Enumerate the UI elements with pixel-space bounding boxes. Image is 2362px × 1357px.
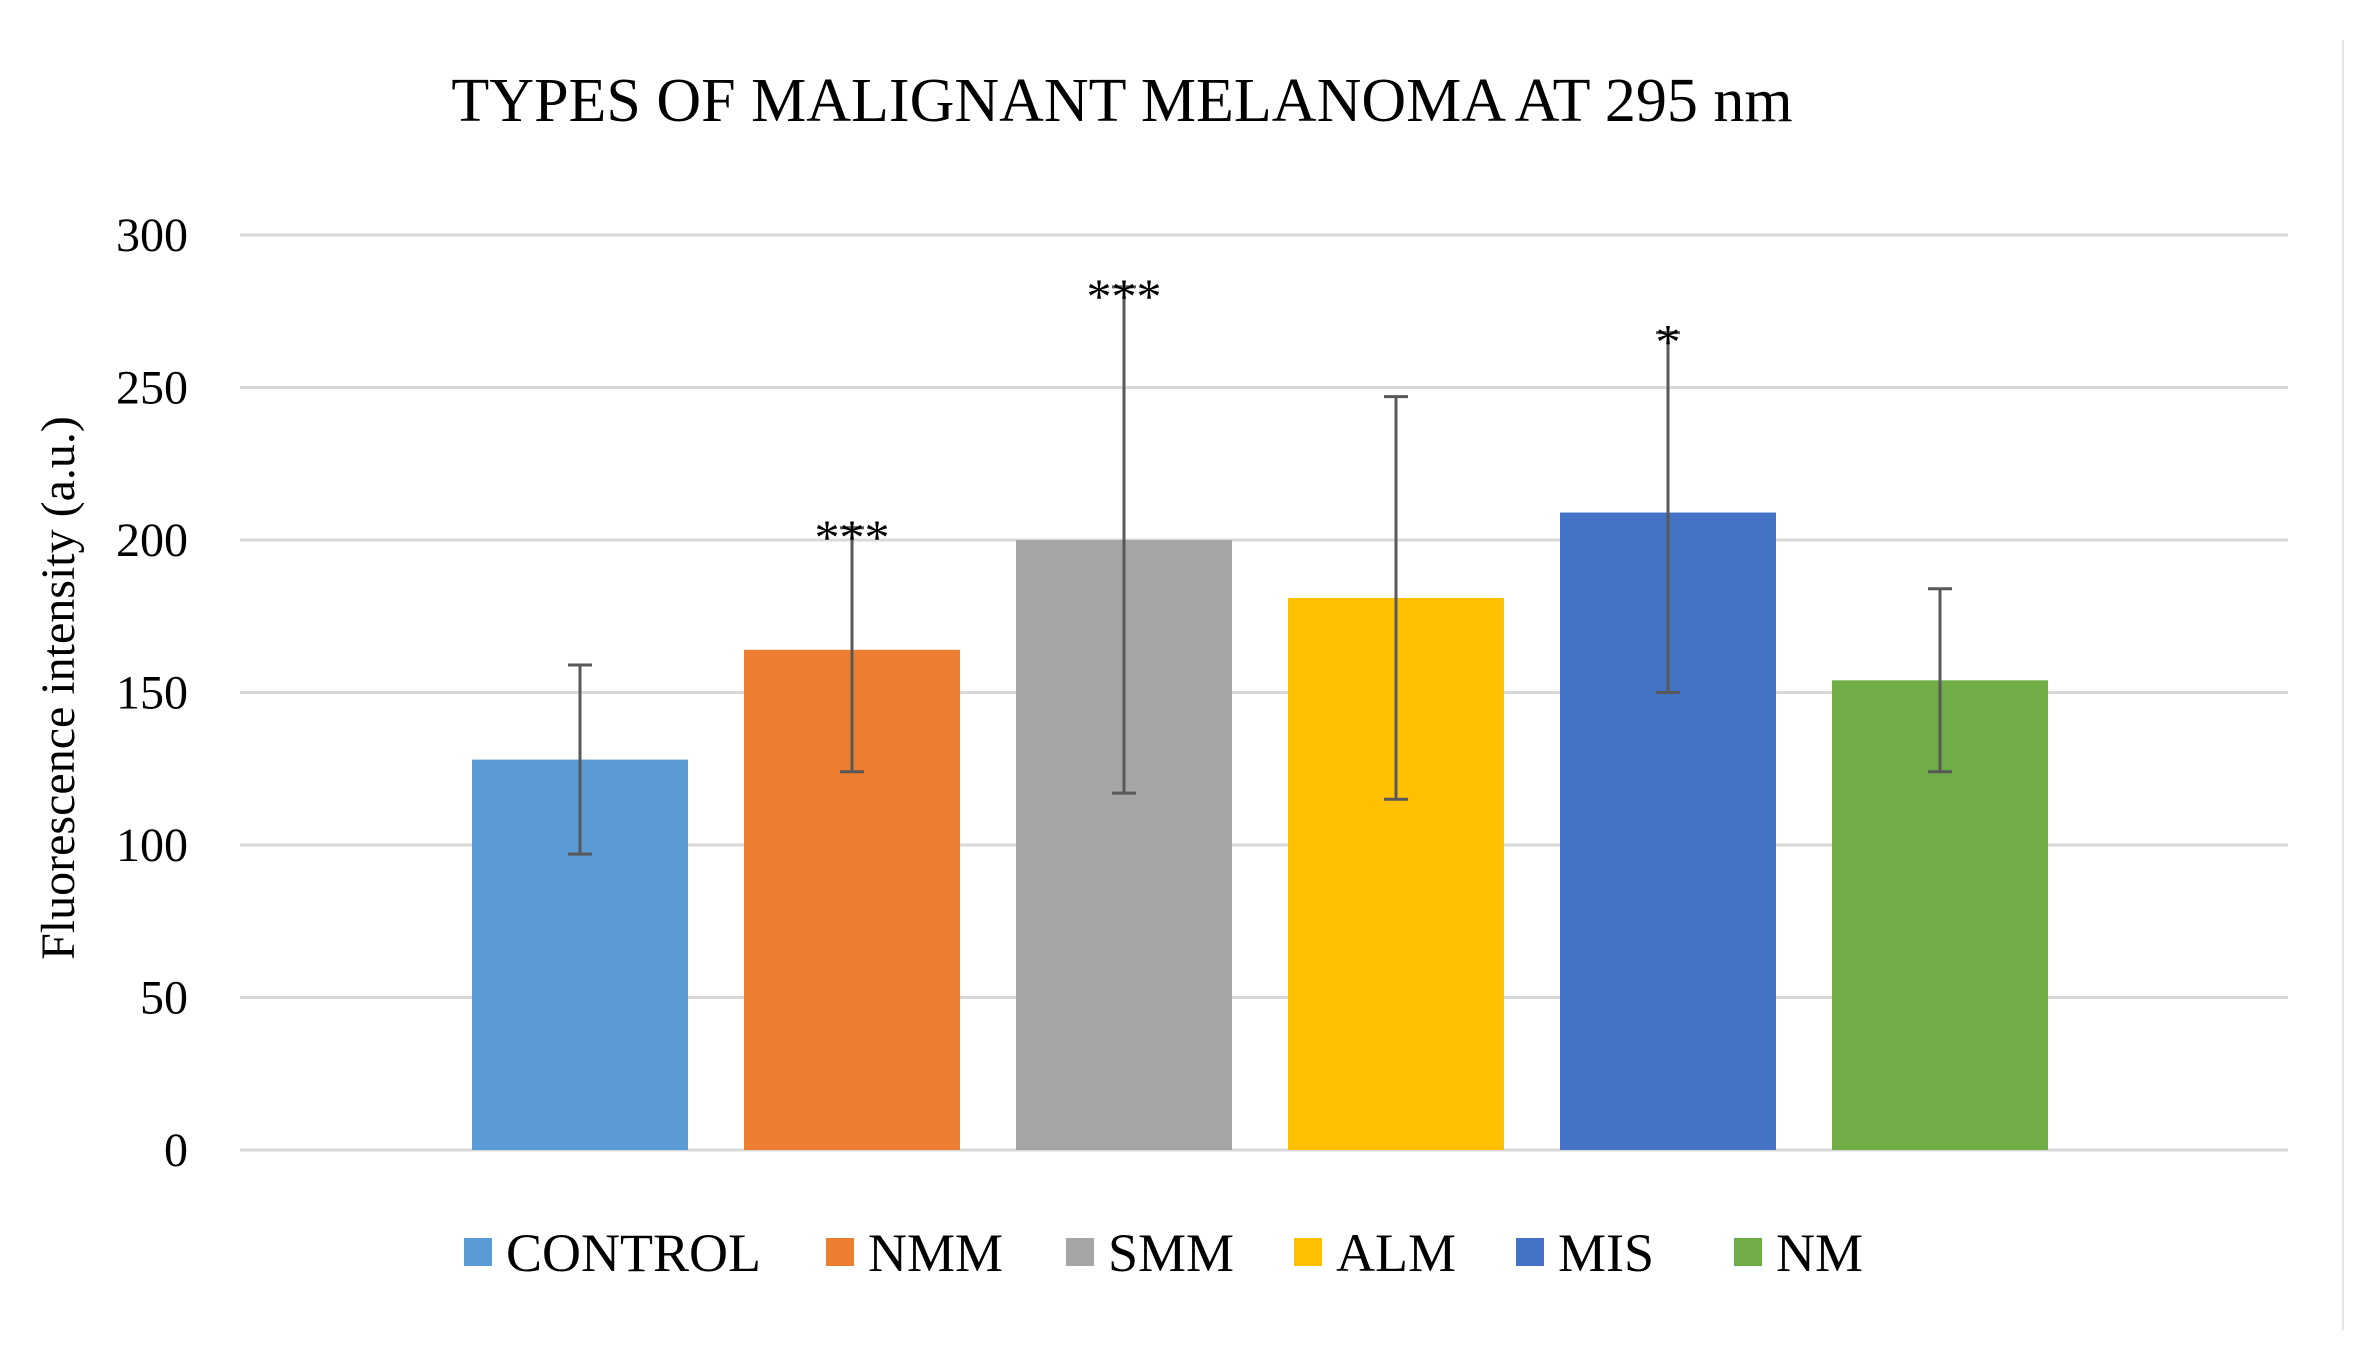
legend-label: NM (1776, 1223, 1863, 1283)
y-axis-ticks: 0 50 100 150 200 250 300 (116, 209, 188, 1177)
error-bars (568, 285, 1952, 856)
legend-swatch (1734, 1238, 1762, 1266)
error-bar-control (568, 663, 592, 856)
legend-item-nm: NM (1734, 1223, 1863, 1283)
significance-annotations: ******* (815, 268, 1681, 565)
legend-swatch (1516, 1238, 1544, 1266)
y-tick-label: 250 (116, 362, 188, 415)
legend: CONTROL NMM SMM ALM MIS NM (464, 1223, 1863, 1283)
y-tick-label: 200 (116, 514, 188, 567)
legend-label: NMM (868, 1223, 1003, 1283)
legend-label: ALM (1336, 1223, 1456, 1283)
error-bar-smm (1112, 285, 1136, 795)
y-tick-label: 300 (116, 209, 188, 262)
significance-mark-mis: * (1656, 314, 1681, 370)
legend-item-mis: MIS (1516, 1223, 1654, 1283)
legend-item-control: CONTROL (464, 1223, 761, 1283)
legend-swatch (1294, 1238, 1322, 1266)
legend-swatch (1066, 1238, 1094, 1266)
y-tick-label: 50 (140, 972, 188, 1025)
legend-item-alm: ALM (1294, 1223, 1456, 1283)
y-tick-label: 0 (164, 1124, 188, 1177)
significance-mark-smm: *** (1087, 268, 1162, 324)
legend-label: CONTROL (506, 1223, 761, 1283)
legend-item-nmm: NMM (826, 1223, 1003, 1283)
significance-mark-nmm: *** (815, 509, 890, 565)
error-bar-nm (1928, 587, 1952, 774)
chart-title: TYPES OF MALIGNANT MELANOMA AT 295 nm (451, 67, 1792, 135)
error-bar-nmm (840, 526, 864, 774)
legend-label: SMM (1108, 1223, 1234, 1283)
legend-item-smm: SMM (1066, 1223, 1234, 1283)
y-tick-label: 150 (116, 667, 188, 720)
y-axis-label: Fluorescence intensity (a.u.) (32, 416, 85, 960)
legend-swatch (464, 1238, 492, 1266)
y-tick-label: 100 (116, 819, 188, 872)
error-bar-alm (1384, 395, 1408, 801)
legend-swatch (826, 1238, 854, 1266)
bars (472, 512, 2048, 1150)
frame-border (2342, 40, 2344, 1330)
legend-label: MIS (1558, 1223, 1654, 1283)
error-bar-mis (1656, 331, 1680, 694)
